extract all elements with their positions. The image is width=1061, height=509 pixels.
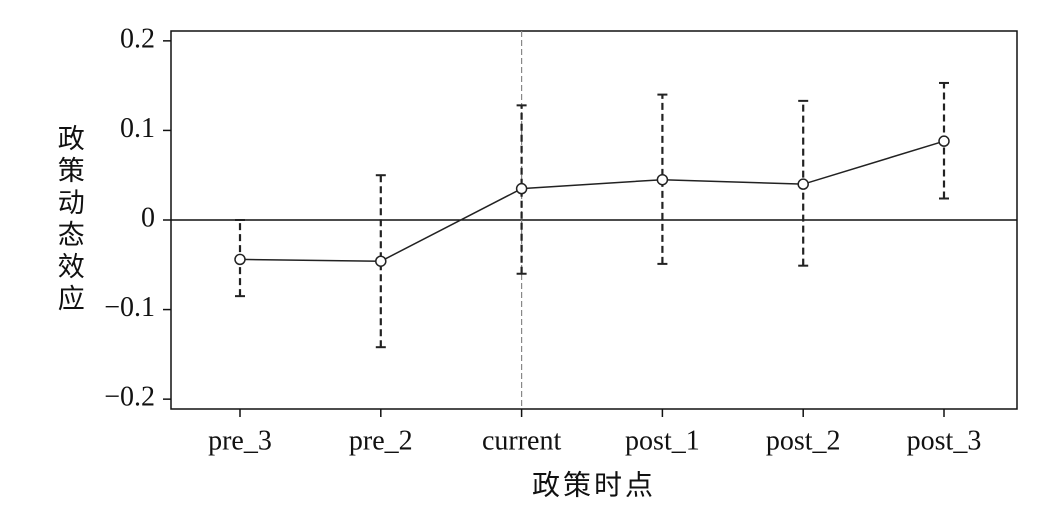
y-tick-label: 0 <box>141 202 155 233</box>
x-tick-label: pre_2 <box>349 425 413 456</box>
point <box>938 135 950 147</box>
x-tick-label: pre_3 <box>208 425 272 456</box>
line <box>239 140 945 262</box>
point <box>375 255 387 267</box>
point <box>234 253 246 266</box>
y-tick-label: 0.1 <box>120 113 155 144</box>
x-tick-label: post_3 <box>907 425 982 456</box>
point <box>656 173 669 186</box>
point <box>515 182 528 195</box>
point <box>797 178 809 190</box>
y-axis-label: 政策动态效应 <box>54 124 85 316</box>
y-tick-label: 0.2 <box>120 23 155 54</box>
x-tick-label: post_2 <box>766 425 841 456</box>
y-tick-label: −0.2 <box>104 382 155 413</box>
y-tick-label: −0.1 <box>104 292 155 323</box>
x-tick-label: post_1 <box>625 425 700 456</box>
x-axis-label: 政策时点 <box>532 469 656 501</box>
x-tick-label: current <box>482 425 562 456</box>
